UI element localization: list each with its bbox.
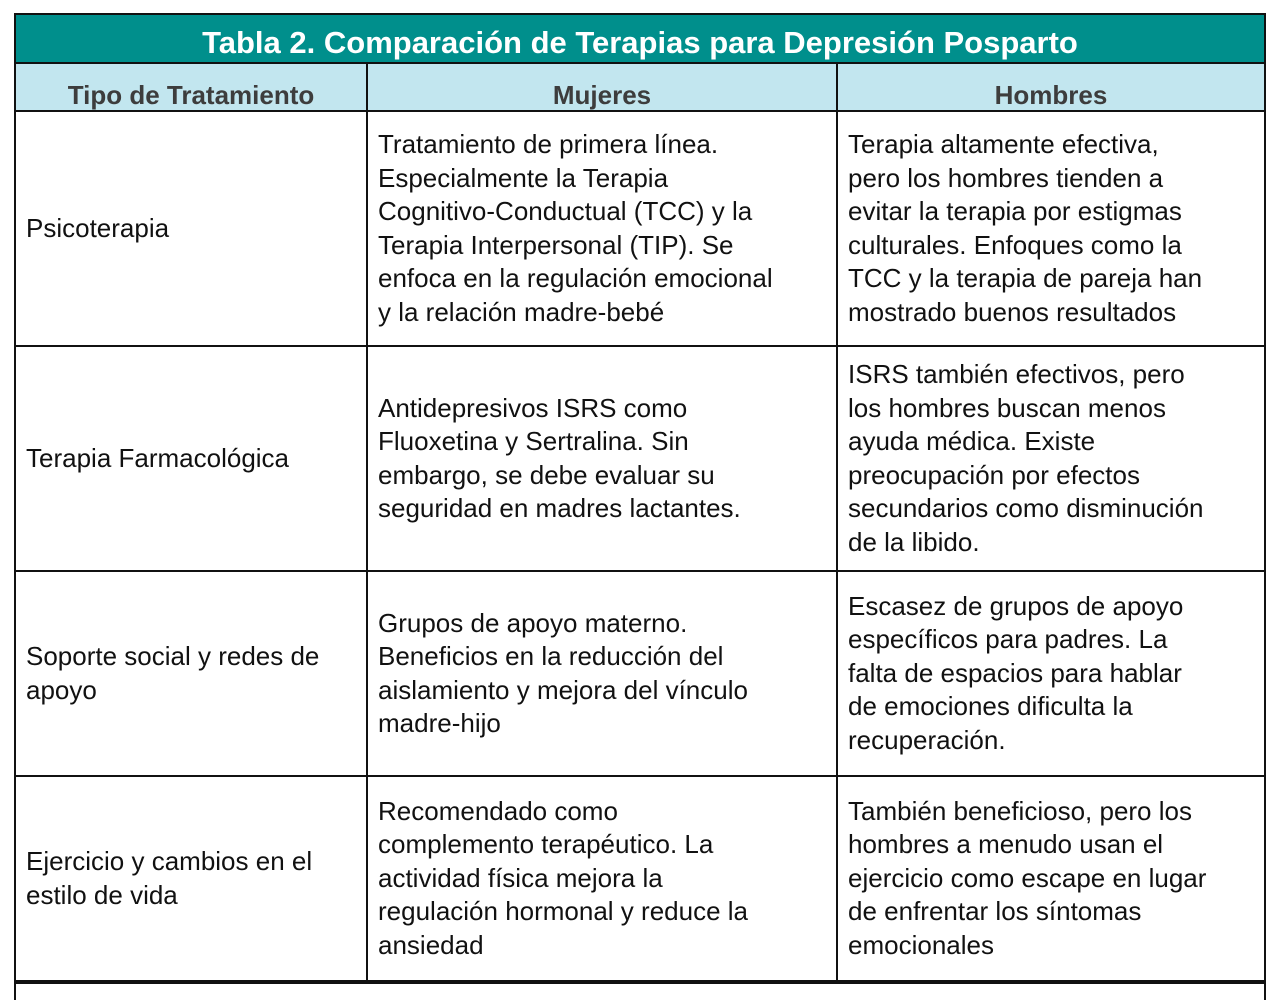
treatment-cell: Soporte social y redes de apoyo <box>16 572 368 775</box>
cell-text-line: madre-hijo <box>378 708 501 738</box>
cell-text-line: Psicoterapia <box>26 212 170 243</box>
table-row: Ejercicio y cambios en el estilo de vida R… <box>16 777 1264 982</box>
cell-text-line: hombres a menudo usan el <box>848 829 1164 860</box>
table-continuation <box>14 980 1266 1000</box>
cell-text-line: culturales. Enfoques como la <box>848 229 1182 260</box>
cell-text-line: ayuda médica. Existe <box>848 426 1096 456</box>
cell-text-line: Terapia Farmacológica <box>26 442 290 473</box>
cell-text-line: pero los hombres tienden a <box>848 162 1164 193</box>
cell-text-line: TCC y la terapia de pareja han <box>848 263 1203 293</box>
treatment-cell: Ejercicio y cambios en el estilo de vida <box>16 777 368 980</box>
cell-text-line: Recomendado como <box>378 795 618 826</box>
cell-text-line: Ejercicio y cambios en el <box>26 846 313 876</box>
cell-text-line: regulación hormonal y reduce la <box>378 896 748 927</box>
cell-text-line: Terapia Interpersonal (TIP). Se <box>378 229 734 260</box>
women-cell: Tratamiento de primera línea. Especialmen… <box>368 112 838 345</box>
cell-text-line: Tratamiento de primera línea. <box>378 129 719 159</box>
treatment-cell: Terapia Farmacológica <box>16 347 368 570</box>
cell-text-line: Terapia altamente efectiva, <box>848 129 1159 159</box>
header-men: Hombres <box>994 80 1108 110</box>
cell-text-line: enfoca en la regulación emocional <box>378 263 773 293</box>
cell-text-line: mostrado buenos resultados <box>848 296 1177 327</box>
cell-text-line: Beneficios en la reducción del <box>378 641 724 671</box>
cell-text-line: ansiedad <box>378 929 484 960</box>
therapy-comparison-table: Tabla 2. Comparación de Terapias para De… <box>14 13 1266 984</box>
men-cell: Terapia altamente efectiva, pero los homb… <box>838 112 1264 345</box>
cell-text-line: Especialmente la Terapia <box>378 162 669 193</box>
cell-text-line: secundarios como disminución <box>848 493 1204 523</box>
cell-text-line: seguridad en madres lactantes. <box>378 493 741 523</box>
cell-text-line: ISRS también efectivos, pero <box>848 359 1185 389</box>
cell-text-line: los hombres buscan menos <box>848 392 1166 423</box>
header-treatment-type: Tipo de Tratamiento <box>16 64 368 110</box>
header-women: Mujeres <box>368 64 838 110</box>
cell-text-line: Soporte social y redes de <box>26 641 320 671</box>
women-cell: Recomendado como complemento terapéutico.… <box>368 777 838 980</box>
header-row: Tipo de Tratamiento Mujeres Hombres <box>16 64 1264 112</box>
cell-text-line: aislamiento y mejora del vínculo <box>378 674 748 705</box>
men-cell: Escasez de grupos de apoyo específicos pa… <box>838 572 1264 775</box>
men-cell: También beneficioso, pero los hombres a m… <box>838 777 1264 980</box>
cell-text-line: evitar la terapia por estigmas <box>848 196 1182 226</box>
table-row: Soporte social y redes de apoyo Grupos de … <box>16 572 1264 777</box>
cell-text-line: Antidepresivos ISRS como <box>378 392 688 423</box>
table-row: Psicoterapia Tratamiento de primera línea… <box>16 112 1264 347</box>
cell-text-line: estilo de vida <box>26 879 178 910</box>
women-cell: Grupos de apoyo materno. Beneficios en la… <box>368 572 838 775</box>
cell-text-line: complemento terapéutico. La <box>378 829 714 860</box>
cell-text-line: Grupos de apoyo materno. <box>378 607 688 638</box>
table-body: Psicoterapia Tratamiento de primera línea… <box>16 112 1264 982</box>
cell-text-line: de la libido. <box>848 526 980 557</box>
cell-text-line: embargo, se debe evaluar su <box>378 459 715 490</box>
table-row: Terapia Farmacológica Antidepresivos ISRS… <box>16 347 1264 572</box>
treatment-cell: Psicoterapia <box>16 112 368 345</box>
women-cell: Antidepresivos ISRS como Fluoxetina y Ser… <box>368 347 838 570</box>
cell-text-line: falta de espacios para hablar <box>848 657 1182 688</box>
cell-text-line: actividad física mejora la <box>378 862 663 893</box>
cell-text-line: Cognitivo-Conductual (TCC) y la <box>378 196 753 226</box>
cell-text-line: También beneficioso, pero los <box>848 795 1192 826</box>
cell-text-line: Escasez de grupos de apoyo <box>848 590 1184 621</box>
cell-text-line: Fluoxetina y Sertralina. Sin <box>378 426 689 456</box>
cell-text-line: ejercicio como escape en lugar <box>848 862 1207 893</box>
cell-text-line: apoyo <box>26 674 97 705</box>
men-cell: ISRS también efectivos, pero los hombres … <box>838 347 1264 570</box>
cell-text-line: preocupación por efectos <box>848 459 1140 490</box>
cell-text-line: y la relación madre-bebé <box>378 296 665 327</box>
cell-text-line: recuperación. <box>848 724 1006 755</box>
cell-text-line: de enfrentar los síntomas <box>848 896 1142 927</box>
table-title: Tabla 2. Comparación de Terapias para De… <box>16 15 1264 64</box>
cell-text-line: específicos para padres. La <box>848 624 1168 655</box>
cell-text-line: de emociones dificulta la <box>848 691 1133 722</box>
cell-text-line: emocionales <box>848 929 994 960</box>
